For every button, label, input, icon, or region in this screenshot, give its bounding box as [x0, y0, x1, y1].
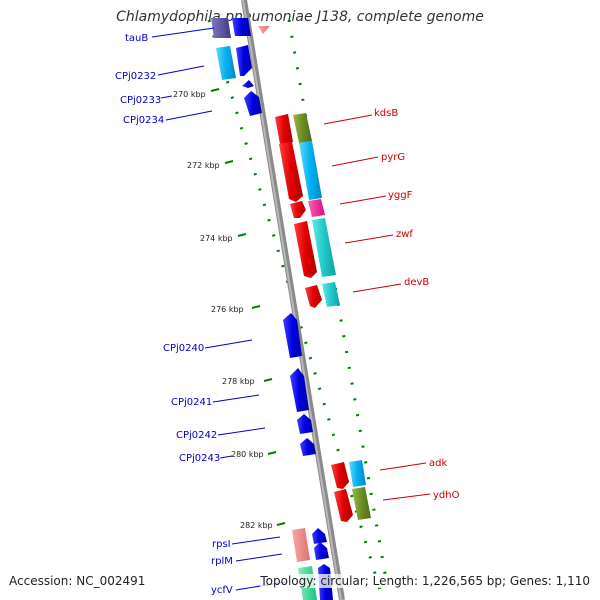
cog-block [322, 282, 340, 307]
leader-line [212, 394, 260, 403]
gene-label-yggF: yggF [388, 190, 413, 201]
cog-block [292, 528, 310, 562]
leader-line [379, 462, 427, 471]
cog-block [258, 26, 270, 34]
gene-ydhO[interactable] [334, 489, 353, 522]
leader-line [235, 553, 283, 562]
gene-label-tauB: tauB [125, 33, 148, 44]
gene-adk[interactable] [331, 462, 349, 489]
gene-CPj0241[interactable] [290, 368, 309, 412]
cog-block [216, 46, 236, 80]
tick-mark [224, 160, 234, 164]
genome-summary-text: Topology: circular; Length: 1,226,565 bp… [260, 574, 590, 588]
gene-rpsI[interactable] [312, 528, 327, 544]
gene-CPj0232[interactable] [236, 45, 252, 76]
gene-label-pyrG: pyrG [381, 152, 405, 163]
gene-label-ycfV: ycfV [211, 585, 233, 596]
tick-mark [267, 451, 277, 455]
cog-block [352, 487, 371, 520]
tick-mark [210, 88, 220, 92]
tick-label: 274 kbp [200, 234, 233, 243]
leader-line [352, 283, 402, 293]
gene-yggF[interactable] [290, 201, 306, 218]
tick-mark [237, 233, 247, 237]
gene-label-adk: adk [429, 458, 447, 469]
leader-line [323, 114, 373, 125]
tick-label: 280 kbp [231, 450, 264, 459]
leader-line [157, 65, 205, 76]
gene-CPj0240[interactable] [283, 313, 302, 358]
cog-block [299, 141, 322, 200]
gene-label-CPj0234: CPj0234 [123, 115, 164, 126]
gene-kdsB[interactable] [275, 114, 293, 144]
gene-label-devB: devB [404, 277, 429, 288]
cog-block [293, 113, 312, 143]
leader-line [344, 234, 394, 244]
leader-line [331, 156, 379, 167]
tick-label: 276 kbp [211, 305, 244, 314]
tick-label: 278 kbp [222, 377, 255, 386]
gene-label-CPj0243: CPj0243 [179, 453, 220, 464]
gene-pyrG[interactable] [279, 142, 303, 202]
leader-line [160, 95, 173, 99]
gene-tauB[interactable] [232, 18, 251, 36]
gene-CPj0233[interactable] [242, 80, 254, 88]
gene-label-CPj0240: CPj0240 [163, 343, 204, 354]
gene-label-rplM: rplM [211, 556, 233, 567]
gene-devB[interactable] [305, 285, 322, 308]
gene-zwf[interactable] [294, 221, 317, 278]
gene-CPj0234[interactable] [244, 91, 262, 116]
leader-line [231, 536, 281, 545]
cog-block [312, 218, 336, 277]
gene-label-ydhO: ydhO [433, 490, 460, 501]
leader-line [382, 493, 431, 501]
cog-block [308, 199, 325, 217]
gene-label-kdsB: kdsB [374, 108, 398, 119]
gene-label-CPj0233: CPj0233 [120, 95, 161, 106]
gene-CPj0242[interactable] [297, 414, 313, 434]
gene-label-rpsI: rpsI [212, 539, 231, 550]
gene-label-CPj0242: CPj0242 [176, 430, 217, 441]
tick-label: 270 kbp [173, 90, 206, 99]
gene-label-CPj0232: CPj0232 [115, 71, 156, 82]
accession-text: Accession: NC_002491 [9, 574, 149, 588]
tick-mark [263, 378, 273, 382]
leader-line [339, 195, 387, 205]
leader-line [151, 27, 215, 38]
tick-mark [276, 522, 286, 526]
cog-block [211, 18, 231, 38]
leader-line [217, 427, 266, 436]
leader-line [204, 339, 253, 349]
gene-label-zwf: zwf [396, 229, 413, 240]
tick-label: 282 kbp [240, 521, 273, 530]
gene-label-CPj0241: CPj0241 [171, 397, 212, 408]
tick-label: 272 kbp [187, 161, 220, 170]
gene-rplM[interactable] [314, 542, 329, 560]
leader-line [165, 110, 213, 121]
tick-mark [251, 305, 261, 309]
gene-CPj0243[interactable] [300, 438, 316, 456]
leader-line [219, 455, 233, 459]
cog-block [349, 460, 366, 487]
